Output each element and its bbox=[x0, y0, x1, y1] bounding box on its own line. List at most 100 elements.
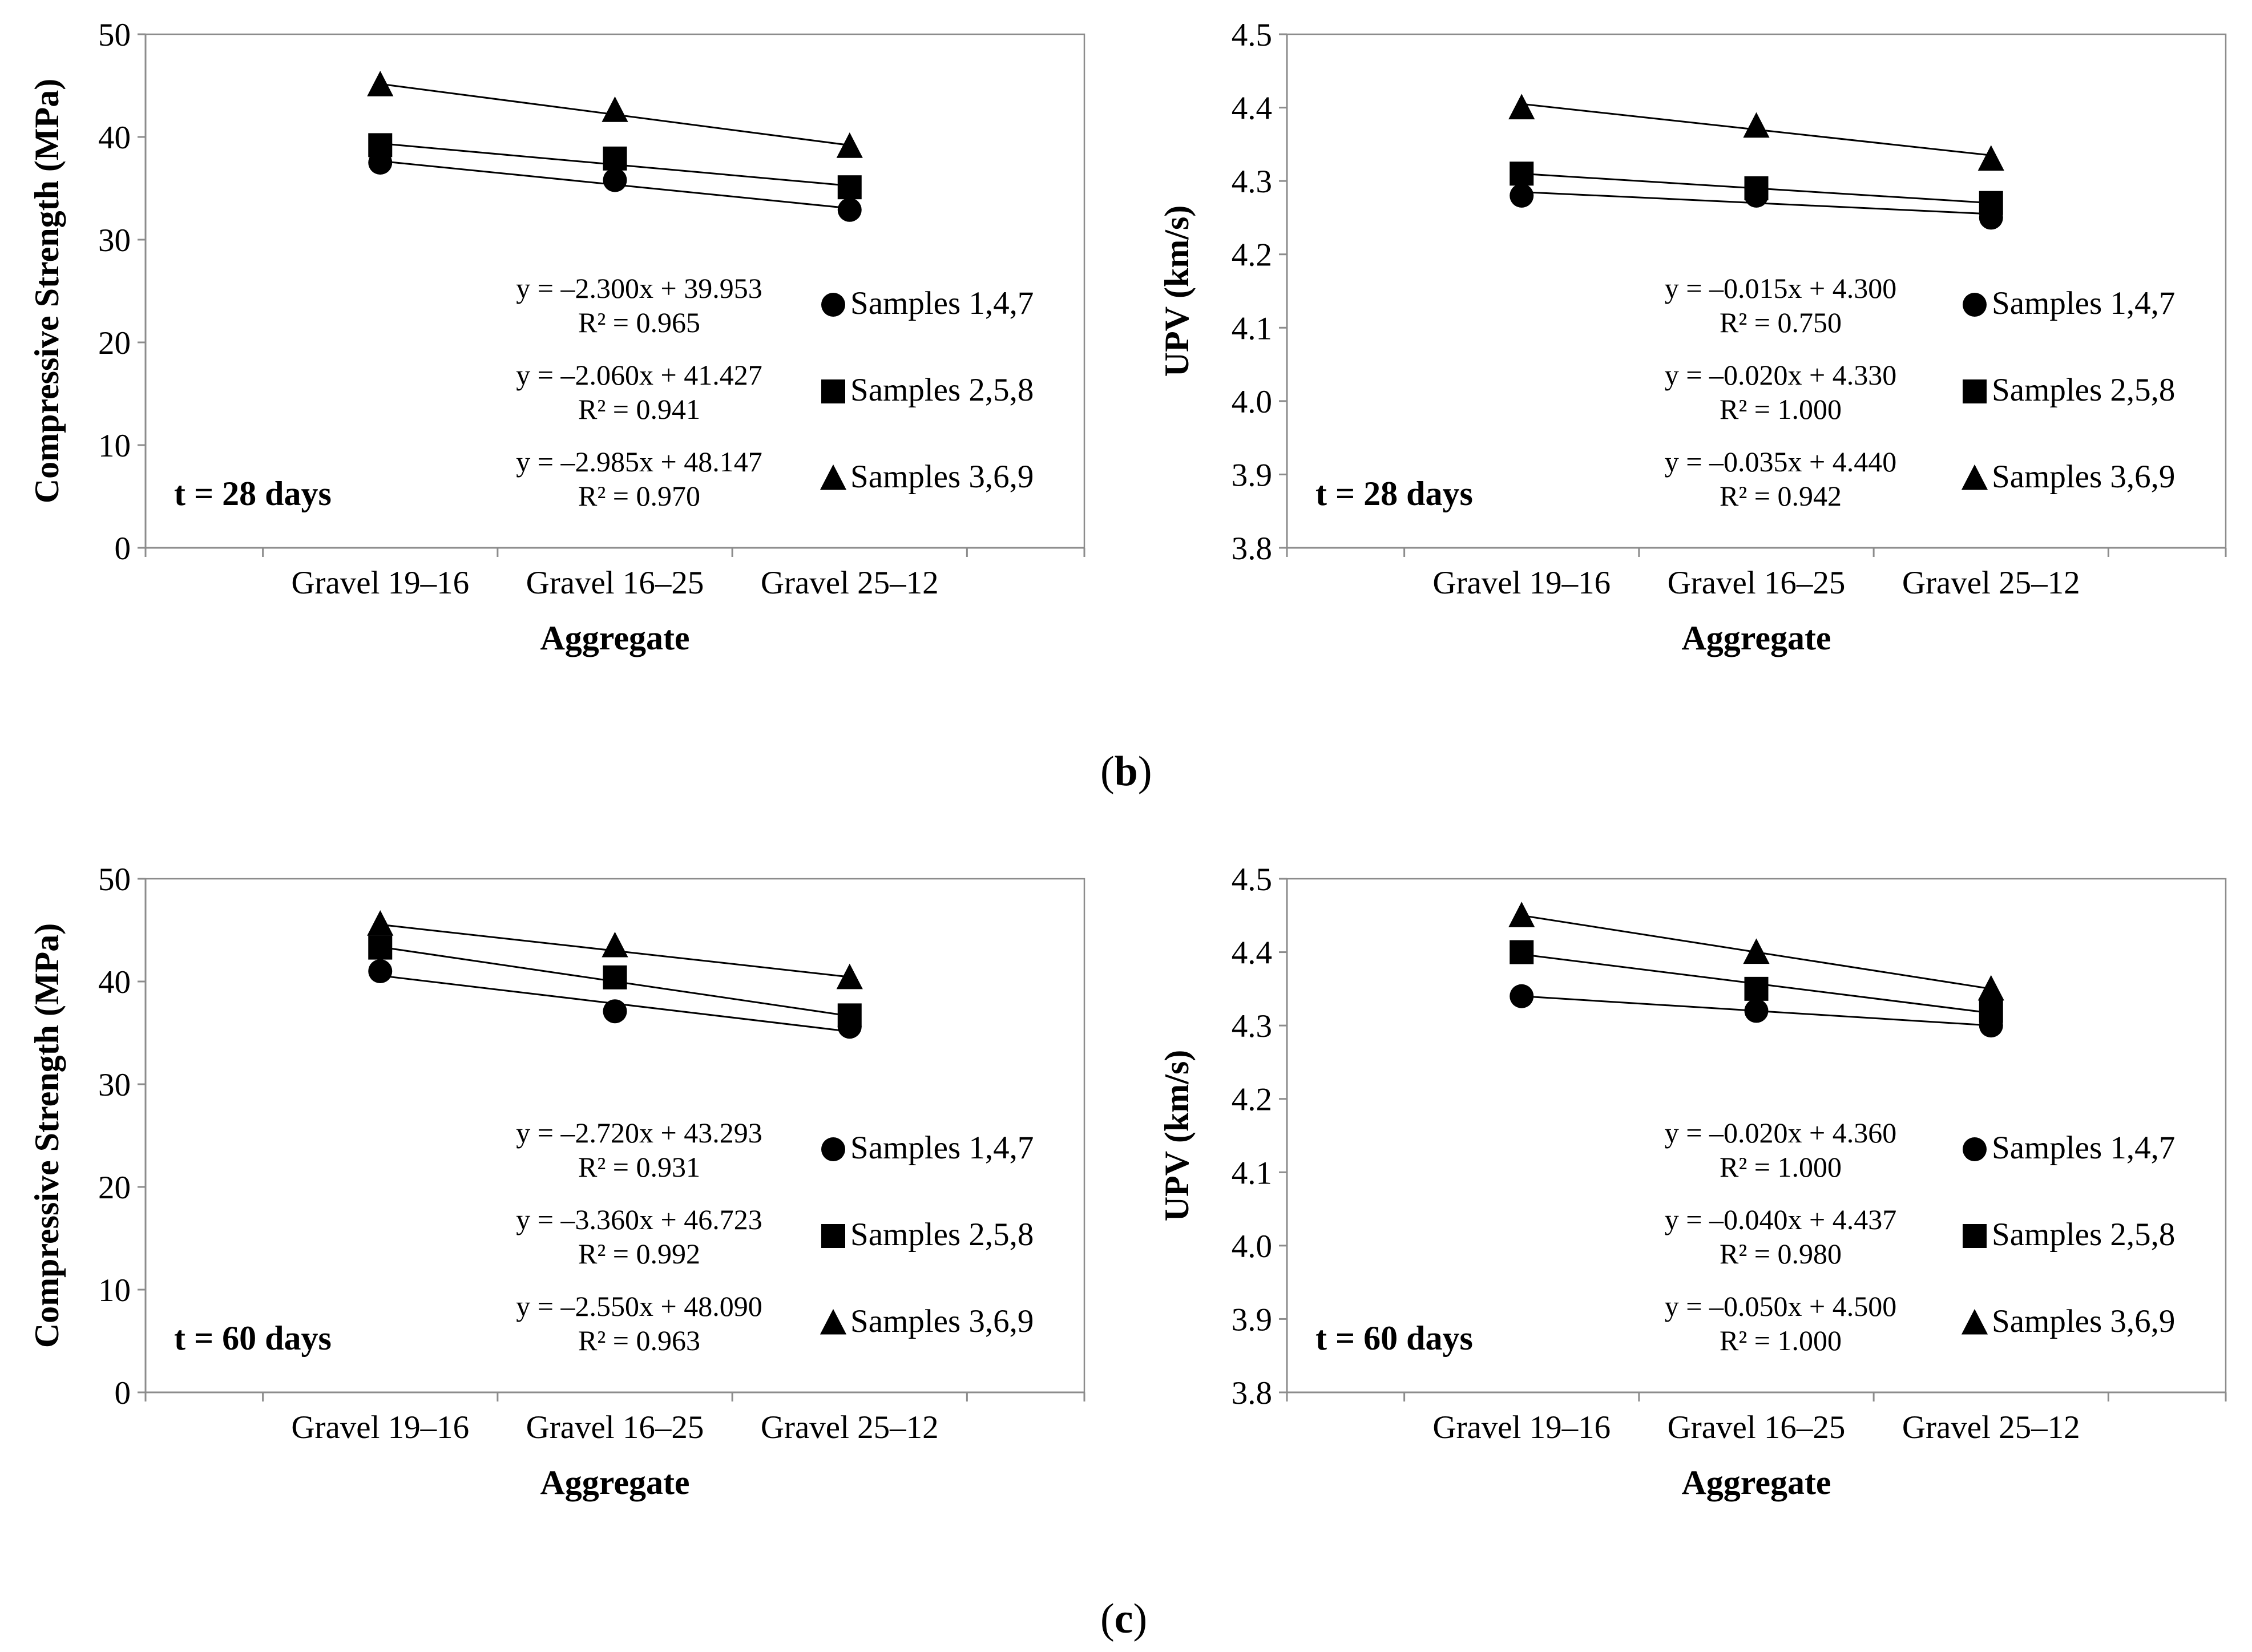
y-axis-title: UPV (km/s) bbox=[1158, 205, 1196, 377]
y-tick-label: 4.5 bbox=[1232, 862, 1272, 898]
data-point-circle-marker bbox=[837, 197, 862, 222]
data-point-square-marker bbox=[837, 175, 862, 200]
series-1 bbox=[1510, 984, 2003, 1038]
x-tick-label: Gravel 25–12 bbox=[1902, 565, 2080, 601]
chart-upv-60-days: 3.8 3.9 4.0 4.1 4.2 4.3 4.4 4.5 Gravel 19–16 Grav… bbox=[1158, 862, 2227, 1501]
y-tick-label: 4.1 bbox=[1232, 1155, 1272, 1191]
trendline-r-squared: R² = 0.970 bbox=[578, 480, 700, 512]
y-tick-label: 30 bbox=[98, 1067, 131, 1103]
data-point-square-marker bbox=[1744, 976, 1769, 1001]
y-tick-label: 4.3 bbox=[1232, 1008, 1272, 1044]
x-axis-title: Aggregate bbox=[1681, 1464, 1831, 1501]
series-3 bbox=[1508, 902, 2004, 1001]
y-tick-label: 0 bbox=[115, 1375, 131, 1411]
trendline-r-squared: R² = 1.000 bbox=[1720, 1324, 1842, 1356]
series-3 bbox=[367, 71, 863, 158]
y-tick-label: 3.9 bbox=[1232, 457, 1272, 493]
panel-time-label: t = 60 days bbox=[174, 1319, 332, 1357]
x-tick-label: Gravel 19–16 bbox=[1432, 565, 1611, 601]
series-2 bbox=[368, 935, 862, 1028]
x-tick-label: Gravel 25–12 bbox=[761, 565, 939, 601]
trendline-equation: y = –0.020x + 4.330 bbox=[1665, 359, 1896, 391]
y-tick-label: 40 bbox=[98, 120, 131, 156]
legend-square-marker bbox=[1963, 1224, 1987, 1248]
data-point-triangle-marker bbox=[1977, 145, 2004, 171]
y-tick-label: 20 bbox=[98, 325, 131, 361]
trendline-r-squared: R² = 0.965 bbox=[578, 306, 700, 338]
trendline-equation: y = –0.050x + 4.500 bbox=[1665, 1290, 1896, 1322]
y-axis-title: UPV (km/s) bbox=[1158, 1050, 1196, 1222]
data-point-square-marker bbox=[1979, 999, 2003, 1023]
trendline-equation: y = –0.015x + 4.300 bbox=[1665, 272, 1896, 304]
legend-square-marker bbox=[1963, 379, 1987, 403]
data-point-triangle-marker bbox=[1508, 902, 1535, 927]
x-tick-label: Gravel 19–16 bbox=[1432, 1409, 1611, 1445]
legend-label: Samples 2,5,8 bbox=[850, 1217, 1034, 1253]
y-tick-label: 50 bbox=[98, 862, 131, 898]
chart-compressive-28-days: 0 10 20 30 40 50 Gravel 19–16 Gravel 16–25 Grave… bbox=[28, 17, 1085, 657]
legend-square-marker bbox=[821, 1224, 845, 1248]
y-tick-label: 20 bbox=[98, 1170, 131, 1206]
x-axis-title: Aggregate bbox=[540, 619, 689, 657]
data-point-square-marker bbox=[603, 146, 627, 171]
data-point-triangle-marker bbox=[1977, 975, 2004, 1001]
series-3 bbox=[367, 910, 863, 989]
data-point-square-marker bbox=[1510, 161, 1534, 186]
legend-label: Samples 1,4,7 bbox=[850, 285, 1034, 321]
trendline-r-squared: R² = 0.931 bbox=[578, 1151, 700, 1183]
x-tick-label: Gravel 16–25 bbox=[1668, 565, 1846, 601]
caption-c: (c) bbox=[1100, 1596, 1148, 1642]
x-axis-title: Aggregate bbox=[1681, 619, 1831, 657]
legend-label: Samples 1,4,7 bbox=[1992, 285, 2175, 321]
legend-label: Samples 3,6,9 bbox=[1992, 1303, 2175, 1339]
trendline-equation: y = –0.020x + 4.360 bbox=[1665, 1117, 1896, 1149]
series-1 bbox=[368, 151, 862, 222]
data-point-circle-marker bbox=[603, 999, 627, 1024]
y-tick-label: 4.4 bbox=[1232, 91, 1272, 127]
data-point-triangle-marker bbox=[602, 931, 628, 958]
data-point-triangle-marker bbox=[1743, 938, 1770, 964]
trendline-r-squared: R² = 0.750 bbox=[1720, 306, 1842, 338]
chart-compressive-60-days: 0 10 20 30 40 50 Gravel 19–16 Gravel 16–25 Grave… bbox=[28, 862, 1085, 1501]
trendline-equation: y = –0.035x + 4.440 bbox=[1665, 446, 1896, 478]
x-tick-label: Gravel 25–12 bbox=[1902, 1409, 2080, 1445]
y-axis-title: Compressive Strength (MPa) bbox=[28, 923, 66, 1348]
y-tick-label: 4.1 bbox=[1232, 310, 1272, 346]
data-point-triangle-marker bbox=[602, 96, 628, 122]
trendline-equation: y = –0.040x + 4.437 bbox=[1665, 1203, 1896, 1235]
data-point-square-marker bbox=[603, 965, 627, 989]
legend-triangle-marker bbox=[1961, 464, 1988, 490]
y-tick-label: 10 bbox=[98, 428, 131, 464]
x-tick-label: Gravel 16–25 bbox=[1668, 1409, 1846, 1445]
data-point-circle-marker bbox=[368, 959, 393, 983]
legend-label: Samples 3,6,9 bbox=[1992, 459, 2175, 495]
data-point-triangle-marker bbox=[367, 71, 394, 96]
data-point-square-marker bbox=[368, 133, 393, 157]
legend-label: Samples 1,4,7 bbox=[1992, 1130, 2175, 1166]
trendline-r-squared: R² = 1.000 bbox=[1720, 393, 1842, 425]
panel-time-label: t = 60 days bbox=[1315, 1319, 1473, 1357]
trendline-r-squared: R² = 1.000 bbox=[1720, 1151, 1842, 1183]
data-point-circle-marker bbox=[603, 168, 627, 192]
caption-b: (b) bbox=[1100, 748, 1152, 795]
y-tick-label: 40 bbox=[98, 964, 131, 1000]
trendline-r-squared: R² = 0.942 bbox=[1720, 480, 1842, 512]
series-2 bbox=[368, 133, 862, 200]
legend-circle-marker bbox=[1963, 293, 1987, 317]
x-tick-label: Gravel 19–16 bbox=[291, 565, 469, 601]
trendline-equation: y = –2.060x + 41.427 bbox=[516, 359, 762, 391]
x-tick-label: Gravel 19–16 bbox=[291, 1409, 469, 1445]
trendline-equation: y = –2.720x + 43.293 bbox=[516, 1117, 762, 1149]
legend-label: Samples 1,4,7 bbox=[850, 1130, 1034, 1166]
series-2 bbox=[1510, 161, 2003, 215]
legend-circle-marker bbox=[821, 1137, 845, 1161]
series-3 bbox=[1508, 94, 2004, 171]
data-point-square-marker bbox=[1744, 176, 1769, 200]
trendline-r-squared: R² = 0.992 bbox=[578, 1238, 700, 1270]
data-point-square-marker bbox=[837, 1003, 862, 1028]
y-tick-label: 4.2 bbox=[1232, 1082, 1272, 1118]
legend-label: Samples 2,5,8 bbox=[1992, 372, 2175, 408]
y-tick-label: 4.2 bbox=[1232, 237, 1272, 273]
y-tick-label: 3.8 bbox=[1232, 1375, 1272, 1411]
